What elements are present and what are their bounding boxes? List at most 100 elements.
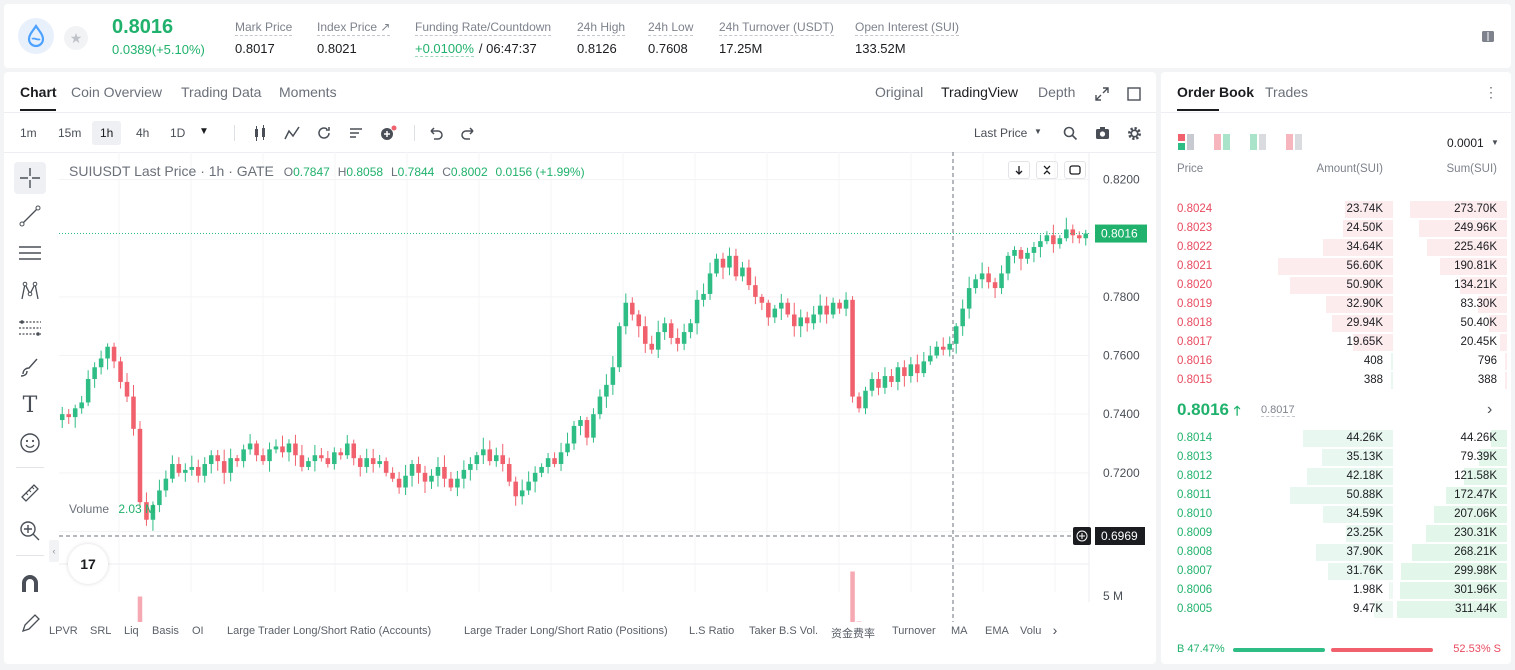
ask-row[interactable]: 0.8022 34.64K 225.46K <box>1161 238 1511 257</box>
search-icon[interactable] <box>1060 123 1080 143</box>
crosshair-tool-icon[interactable] <box>14 162 46 194</box>
ask-row[interactable]: 0.8017 19.65K 20.45K <box>1161 333 1511 352</box>
candle <box>468 457 473 481</box>
magnet-icon[interactable] <box>14 568 46 600</box>
indicator-tab[interactable]: OI <box>192 625 204 637</box>
pattern-tool-icon[interactable] <box>14 275 46 307</box>
interval-15m[interactable]: 15m <box>58 126 82 140</box>
interval-1h[interactable]: 1h <box>92 121 122 145</box>
ask-row[interactable]: 0.8019 32.90K 83.30K <box>1161 295 1511 314</box>
expand-icon[interactable] <box>1092 84 1112 104</box>
bid-row[interactable]: 0.8012 42.18K 121.58K <box>1161 467 1511 486</box>
view-original[interactable]: Original <box>875 84 924 100</box>
ask-row[interactable]: 0.8018 29.94K 50.40K <box>1161 314 1511 333</box>
precision-select[interactable]: 0.0001 <box>1447 136 1484 150</box>
interval-dropdown-icon[interactable]: ▼ <box>199 125 209 137</box>
ask-row[interactable]: 0.8016 408 796 <box>1161 352 1511 371</box>
indicator-tab[interactable]: EMA <box>985 625 1009 637</box>
candle <box>364 448 369 473</box>
tab-coin-overview[interactable]: Coin Overview <box>71 84 163 100</box>
text-tool-icon[interactable]: T <box>22 392 38 418</box>
brush-tool-icon[interactable] <box>14 351 46 383</box>
more-options-icon[interactable]: ⋮ <box>1484 83 1498 100</box>
redo-icon[interactable] <box>458 123 478 143</box>
view-depth[interactable]: Depth <box>1038 84 1076 100</box>
price-source-select[interactable]: Last Price <box>974 126 1028 140</box>
asks-only-view-icon[interactable] <box>1213 134 1231 150</box>
amount: 19.65K <box>1346 336 1383 348</box>
indicator-tab[interactable]: Large Trader Long/Short Ratio (Accounts) <box>227 625 432 637</box>
indicator-tab[interactable]: Liq <box>124 625 139 637</box>
refresh-icon[interactable] <box>1064 161 1086 179</box>
indicators-icon[interactable] <box>282 123 302 143</box>
indicator-tab[interactable]: LPVR <box>49 625 78 637</box>
view-tradingview[interactable]: TradingView <box>941 84 1019 100</box>
legend-high: 0.8058 <box>346 165 384 179</box>
arrow-down-icon[interactable] <box>1008 161 1030 179</box>
draw-pencil-icon[interactable] <box>14 608 46 640</box>
candle <box>487 440 493 466</box>
ruler-tool-icon[interactable] <box>14 477 46 509</box>
tab-trades[interactable]: Trades <box>1265 84 1309 100</box>
undo-icon[interactable] <box>426 123 446 143</box>
tab-trading-data[interactable]: Trading Data <box>181 84 262 100</box>
tab-order-book[interactable]: Order Book <box>1177 84 1255 100</box>
ask-row[interactable]: 0.8021 56.60K 190.81K <box>1161 257 1511 276</box>
replay-icon[interactable] <box>314 123 334 143</box>
candle <box>1083 229 1089 246</box>
both-sides-view-icon[interactable] <box>1177 134 1195 150</box>
indicator-tab[interactable]: Turnover <box>892 625 936 637</box>
interval-4h[interactable]: 4h <box>136 126 150 140</box>
interval-1m[interactable]: 1m <box>20 126 37 140</box>
scroll-right-icon[interactable]: › <box>1052 622 1058 638</box>
bid-row[interactable]: 0.8010 34.59K 207.06K <box>1161 505 1511 524</box>
settings-gear-icon[interactable] <box>1124 123 1144 143</box>
bid-row[interactable]: 0.8014 44.26K 44.26K <box>1161 429 1511 448</box>
bids-only-view-icon[interactable] <box>1249 134 1267 150</box>
template-icon[interactable] <box>346 123 366 143</box>
collapse-arrows-icon[interactable] <box>1036 161 1058 179</box>
bid-row[interactable]: 0.8011 50.88K 172.47K <box>1161 486 1511 505</box>
tab-chart[interactable]: Chart <box>20 84 57 100</box>
fullscreen-icon[interactable] <box>1124 84 1144 104</box>
tab-moments[interactable]: Moments <box>279 84 337 100</box>
chevron-right-icon[interactable]: › <box>1487 401 1493 418</box>
bid-row[interactable]: 0.8007 31.76K 299.98K <box>1161 562 1511 581</box>
indicator-tab[interactable]: Large Trader Long/Short Ratio (Positions… <box>464 625 668 637</box>
bid-row[interactable]: 0.8006 1.98K 301.96K <box>1161 581 1511 600</box>
indicator-tab[interactable]: MA <box>951 625 968 637</box>
bid-row[interactable]: 0.8009 23.25K 230.31K <box>1161 524 1511 543</box>
price-source-chevron-icon[interactable]: ▼ <box>1034 127 1042 136</box>
candle-type-icon[interactable] <box>250 123 270 143</box>
ask-row[interactable]: 0.8020 50.90K 134.21K <box>1161 276 1511 295</box>
sell-side-view-icon[interactable] <box>1285 134 1303 150</box>
indicator-tab[interactable]: L.S Ratio <box>689 625 735 637</box>
candle <box>675 328 680 352</box>
camera-icon[interactable] <box>1092 123 1112 143</box>
indicator-tab[interactable]: Taker B.S Vol. <box>749 625 819 637</box>
ask-row[interactable]: 0.8024 23.74K 273.70K <box>1161 200 1511 219</box>
bid-row[interactable]: 0.8008 37.90K 268.21K <box>1161 543 1511 562</box>
candle <box>442 455 447 488</box>
collapse-toolbar-icon[interactable]: ‹ <box>49 540 59 562</box>
bid-row[interactable]: 0.8005 9.47K 311.44K <box>1161 600 1511 619</box>
bid-row[interactable]: 0.8013 35.13K 79.39K <box>1161 448 1511 467</box>
add-alert-icon[interactable] <box>378 123 400 143</box>
favorite-star-icon[interactable]: ★ <box>64 26 88 50</box>
price-chart[interactable]: 0.82000.78000.76000.74000.72000.70000.80… <box>59 152 1156 622</box>
horizontal-lines-icon[interactable] <box>14 237 46 269</box>
ask-row[interactable]: 0.8023 24.50K 249.96K <box>1161 219 1511 238</box>
indicator-tab[interactable]: Volu <box>1020 625 1042 637</box>
book-icon[interactable] <box>1478 26 1498 46</box>
interval-1D[interactable]: 1D <box>170 126 186 140</box>
indicator-tab[interactable]: SRL <box>90 625 112 637</box>
emoji-tool-icon[interactable] <box>14 427 46 459</box>
zoom-in-icon[interactable] <box>14 515 46 547</box>
indicator-tab[interactable]: 资金费率 <box>831 628 875 640</box>
fib-tool-icon[interactable] <box>14 313 46 345</box>
indicator-tab[interactable]: Basis <box>152 625 179 637</box>
ask-row[interactable]: 0.8015 388 388 <box>1161 371 1511 390</box>
trend-line-icon[interactable] <box>14 200 46 232</box>
sum: 301.96K <box>1454 584 1497 596</box>
precision-chevron-icon[interactable]: ▼ <box>1491 138 1499 147</box>
